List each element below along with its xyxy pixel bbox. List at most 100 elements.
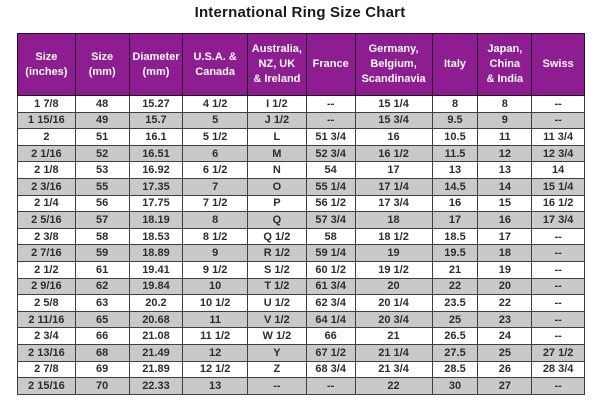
table-cell: 53 bbox=[74, 161, 130, 179]
table-cell: 20 bbox=[354, 277, 433, 296]
table-cell: 66 bbox=[74, 327, 130, 345]
table-cell: 19 1/2 bbox=[354, 260, 433, 279]
table-cell: 16 1/2 bbox=[531, 194, 585, 213]
table-cell: 12 3/4 bbox=[531, 144, 585, 163]
table-cell: 57 bbox=[74, 211, 130, 229]
table-cell: 61 bbox=[74, 260, 130, 279]
column-header: Italy bbox=[431, 33, 479, 96]
table-cell: 2 11/16 bbox=[17, 310, 76, 329]
table-cell: -- bbox=[531, 111, 585, 130]
table-cell: 27.5 bbox=[431, 343, 479, 362]
table-cell: 61 3/4 bbox=[305, 277, 356, 296]
table-row: 2 1/16 52 16.51 6 M 52 3/4 16 1/2 11.5 12 12 3/4 bbox=[17, 144, 585, 163]
table-row: 2 1/8 53 16.92 6 1/2 N 54 17 13 13 14 bbox=[17, 161, 585, 179]
table-cell: 2 1/4 bbox=[17, 194, 76, 213]
table-cell: 10 bbox=[182, 277, 248, 296]
table-cell: Q 1/2 bbox=[246, 227, 307, 246]
table-cell: 27 bbox=[477, 377, 533, 395]
table-cell: 23.5 bbox=[431, 294, 479, 312]
table-cell: Q bbox=[246, 211, 307, 229]
table-cell: 8 bbox=[182, 211, 248, 229]
table-cell: 6 1/2 bbox=[182, 161, 248, 179]
table-cell: 2 15/16 bbox=[17, 377, 76, 395]
table-cell: 18.89 bbox=[128, 244, 184, 262]
table-cell: 4 1/2 bbox=[182, 95, 248, 113]
table-row: 2 9/16 62 19.84 10 T 1/2 61 3/4 20 22 20 -- bbox=[17, 277, 585, 296]
column-header: Japan, China & India bbox=[477, 33, 533, 96]
table-row: 2 3/8 58 18.53 8 1/2 Q 1/2 58 18 1/2 18.5 17 -- bbox=[17, 227, 585, 246]
table-cell: 2 1/2 bbox=[17, 260, 76, 279]
table-cell: 64 1/4 bbox=[305, 310, 356, 329]
table-cell: 55 bbox=[74, 177, 130, 196]
column-header: Swiss bbox=[531, 33, 585, 96]
table-cell: 9.5 bbox=[431, 111, 479, 130]
table-row: 2 3/4 66 21.08 11 1/2 W 1/2 66 21 26.5 24 -- bbox=[17, 327, 585, 345]
table-row: 1 15/16 49 15.7 5 J 1/2 -- 15 3/4 9.5 9 -- bbox=[17, 111, 585, 130]
table-cell: 11 bbox=[182, 310, 248, 329]
table-cell: 22 bbox=[477, 294, 533, 312]
table-cell: 21 1/4 bbox=[354, 343, 433, 362]
table-cell: 52 3/4 bbox=[305, 144, 356, 163]
table-cell: 51 3/4 bbox=[305, 128, 356, 146]
table-cell: 2 3/16 bbox=[17, 177, 76, 196]
table-cell: 21.49 bbox=[128, 343, 184, 362]
table-cell: -- bbox=[531, 95, 585, 113]
table-cell: 28 3/4 bbox=[531, 360, 585, 379]
table-cell: 15.7 bbox=[128, 111, 184, 130]
table-cell: 5 bbox=[182, 111, 248, 130]
table-cell: -- bbox=[531, 277, 585, 296]
table-cell: 15 1/4 bbox=[354, 95, 433, 113]
table-row: 2 5/8 63 20.2 10 1/2 U 1/2 62 3/4 20 1/4 23.5 22… bbox=[17, 294, 585, 312]
table-cell: 70 bbox=[74, 377, 130, 395]
table-cell: 52 bbox=[74, 144, 130, 163]
column-header: Diameter (mm) bbox=[128, 33, 184, 96]
table-cell: T 1/2 bbox=[246, 277, 307, 296]
table-cell: 2 5/8 bbox=[17, 294, 76, 312]
table-cell: 18.53 bbox=[128, 227, 184, 246]
table-cell: 56 1/2 bbox=[305, 194, 356, 213]
table-cell: 2 1/8 bbox=[17, 161, 76, 179]
table-cell: 26.5 bbox=[431, 327, 479, 345]
table-row: 2 5/16 57 18.19 8 Q 57 3/4 18 17 16 17 3/4 bbox=[17, 211, 585, 229]
table-cell: 56 bbox=[74, 194, 130, 213]
table-cell: 2 7/16 bbox=[17, 244, 76, 262]
table-cell: 30 bbox=[431, 377, 479, 395]
table-cell: 19.84 bbox=[128, 277, 184, 296]
column-header: France bbox=[305, 33, 356, 96]
table-cell: 14 bbox=[477, 177, 533, 196]
table-cell: 63 bbox=[74, 294, 130, 312]
table-cell: 19.5 bbox=[431, 244, 479, 262]
table-cell: 18 bbox=[354, 211, 433, 229]
table-cell: 18.5 bbox=[431, 227, 479, 246]
table-cell: 2 1/16 bbox=[17, 144, 76, 163]
table-cell: 21.08 bbox=[128, 327, 184, 345]
table-cell: 21 bbox=[431, 260, 479, 279]
table-cell: 12 bbox=[477, 144, 533, 163]
table-row: 1 7/8 48 15.27 4 1/2 I 1/2 -- 15 1/4 8 8 -- bbox=[17, 95, 585, 113]
table-cell: 18.19 bbox=[128, 211, 184, 229]
table-cell: 14.5 bbox=[431, 177, 479, 196]
table-cell: 62 bbox=[74, 277, 130, 296]
table-cell: 14 bbox=[531, 161, 585, 179]
table-cell: 2 5/16 bbox=[17, 211, 76, 229]
table-cell: 16 bbox=[431, 194, 479, 213]
table-cell: 15 1/4 bbox=[531, 177, 585, 196]
table-cell: 17.75 bbox=[128, 194, 184, 213]
table-cell: P bbox=[246, 194, 307, 213]
column-header: Australia, NZ, UK & Ireland bbox=[246, 33, 307, 96]
table-cell: 19.41 bbox=[128, 260, 184, 279]
table-cell: 48 bbox=[74, 95, 130, 113]
table-row: 2 1/2 61 19.41 9 1/2 S 1/2 60 1/2 19 1/2 21 19 -- bbox=[17, 260, 585, 279]
table-cell: 10 1/2 bbox=[182, 294, 248, 312]
table-cell: 24 bbox=[477, 327, 533, 345]
table-row: 2 15/16 70 22.33 13 -- -- 22 30 27 -- bbox=[17, 377, 585, 395]
table-row: 2 7/16 59 18.89 9 R 1/2 59 1/4 19 19.5 18 -- bbox=[17, 244, 585, 262]
table-cell: 27 1/2 bbox=[531, 343, 585, 362]
table-cell: R 1/2 bbox=[246, 244, 307, 262]
table-cell: 2 3/8 bbox=[17, 227, 76, 246]
table-cell: -- bbox=[531, 294, 585, 312]
table-cell: 17 bbox=[354, 161, 433, 179]
table-cell: -- bbox=[531, 310, 585, 329]
table-cell: 5 1/2 bbox=[182, 128, 248, 146]
table-cell: 16.51 bbox=[128, 144, 184, 163]
